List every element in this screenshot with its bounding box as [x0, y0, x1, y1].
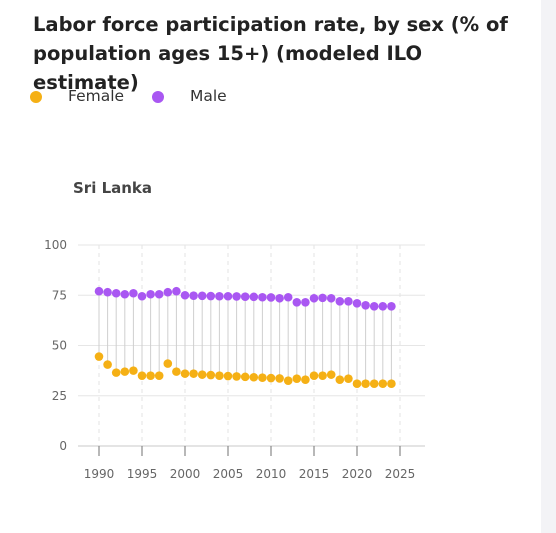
female-point: [344, 374, 353, 383]
y-tick-label: 75: [52, 288, 67, 302]
male-point: [318, 293, 327, 303]
y-tick-label: 25: [52, 389, 67, 403]
male-point: [361, 301, 370, 310]
female-point: [258, 373, 267, 382]
female-point: [249, 372, 259, 382]
female-point: [240, 372, 250, 382]
male-point: [344, 296, 353, 306]
female-point: [318, 371, 327, 380]
female-point: [206, 370, 216, 380]
female-point: [172, 367, 181, 376]
female-point: [352, 379, 362, 388]
male-point: [215, 291, 224, 301]
male-point: [154, 289, 164, 299]
male-point: [206, 291, 216, 301]
legend-female-dot-icon: [30, 91, 42, 103]
male-point: [94, 286, 104, 296]
male-point: [232, 292, 241, 301]
female-point: [111, 368, 121, 377]
female-point: [326, 370, 336, 379]
male-point: [387, 302, 396, 311]
female-point: [232, 372, 241, 381]
male-point: [163, 287, 173, 297]
male-point: [352, 298, 362, 308]
male-point: [309, 293, 319, 303]
female-point: [292, 374, 302, 383]
male-point: [146, 289, 155, 299]
male-point: [172, 286, 181, 296]
male-point: [189, 291, 198, 300]
female-point: [137, 371, 147, 380]
female-point: [163, 359, 173, 368]
x-tick-label: 2025: [385, 467, 416, 481]
female-point: [309, 371, 319, 380]
x-tick-label: 2010: [256, 467, 287, 481]
male-point: [378, 302, 388, 311]
female-point: [215, 371, 224, 380]
female-point: [335, 375, 345, 384]
female-point: [223, 371, 233, 381]
female-point: [103, 360, 112, 369]
chart-plot: 0 25 50 75 100 1990 1995 2000 2005 2010 2015 2020 20…: [44, 238, 425, 481]
male-point: [369, 302, 379, 311]
female-point: [361, 379, 370, 388]
male-point: [301, 297, 310, 307]
male-point: [223, 291, 233, 301]
female-point: [120, 367, 130, 376]
male-point: [120, 289, 130, 299]
male-point: [180, 290, 190, 300]
female-point: [283, 376, 293, 385]
x-tick-label: 2015: [299, 467, 330, 481]
x-tick-label: 2000: [170, 467, 201, 481]
chart-card: Labor force participation rate, by sex (…: [0, 0, 541, 533]
legend-male-dot-icon: [152, 91, 164, 103]
female-point: [129, 366, 138, 375]
legend-female-label: Female: [68, 87, 125, 105]
female-point: [275, 374, 284, 383]
female-point: [301, 375, 310, 384]
female-point: [180, 369, 190, 378]
y-tick-label: 100: [44, 238, 67, 252]
male-point: [249, 292, 259, 302]
female-point: [378, 379, 388, 388]
male-point: [266, 293, 276, 302]
y-tick-label: 50: [52, 339, 67, 353]
female-point: [189, 369, 198, 378]
female-point: [154, 371, 164, 380]
male-point: [197, 291, 207, 301]
male-point: [258, 292, 267, 302]
male-point: [335, 296, 345, 306]
male-point: [275, 293, 284, 303]
male-point: [129, 288, 138, 298]
male-point: [326, 293, 336, 303]
female-point: [387, 379, 396, 388]
female-point: [266, 373, 276, 383]
male-point: [111, 288, 121, 298]
female-point: [369, 379, 379, 388]
male-point: [292, 297, 302, 307]
legend-male-label: Male: [190, 87, 227, 105]
male-point: [240, 292, 250, 301]
chart-title: Labor force participation rate, by sex (…: [33, 13, 508, 94]
male-point: [137, 291, 147, 301]
x-tick-label: 2020: [342, 467, 373, 481]
x-tick-label: 1995: [127, 467, 158, 481]
y-tick-label: 0: [59, 439, 67, 453]
chart-subtitle: Sri Lanka: [73, 179, 153, 197]
male-point: [103, 287, 112, 297]
female-point: [94, 352, 104, 361]
x-tick-label: 1990: [84, 467, 115, 481]
female-point: [197, 370, 207, 379]
male-point: [283, 292, 293, 302]
x-tick-label: 2005: [213, 467, 244, 481]
female-point: [146, 371, 155, 380]
